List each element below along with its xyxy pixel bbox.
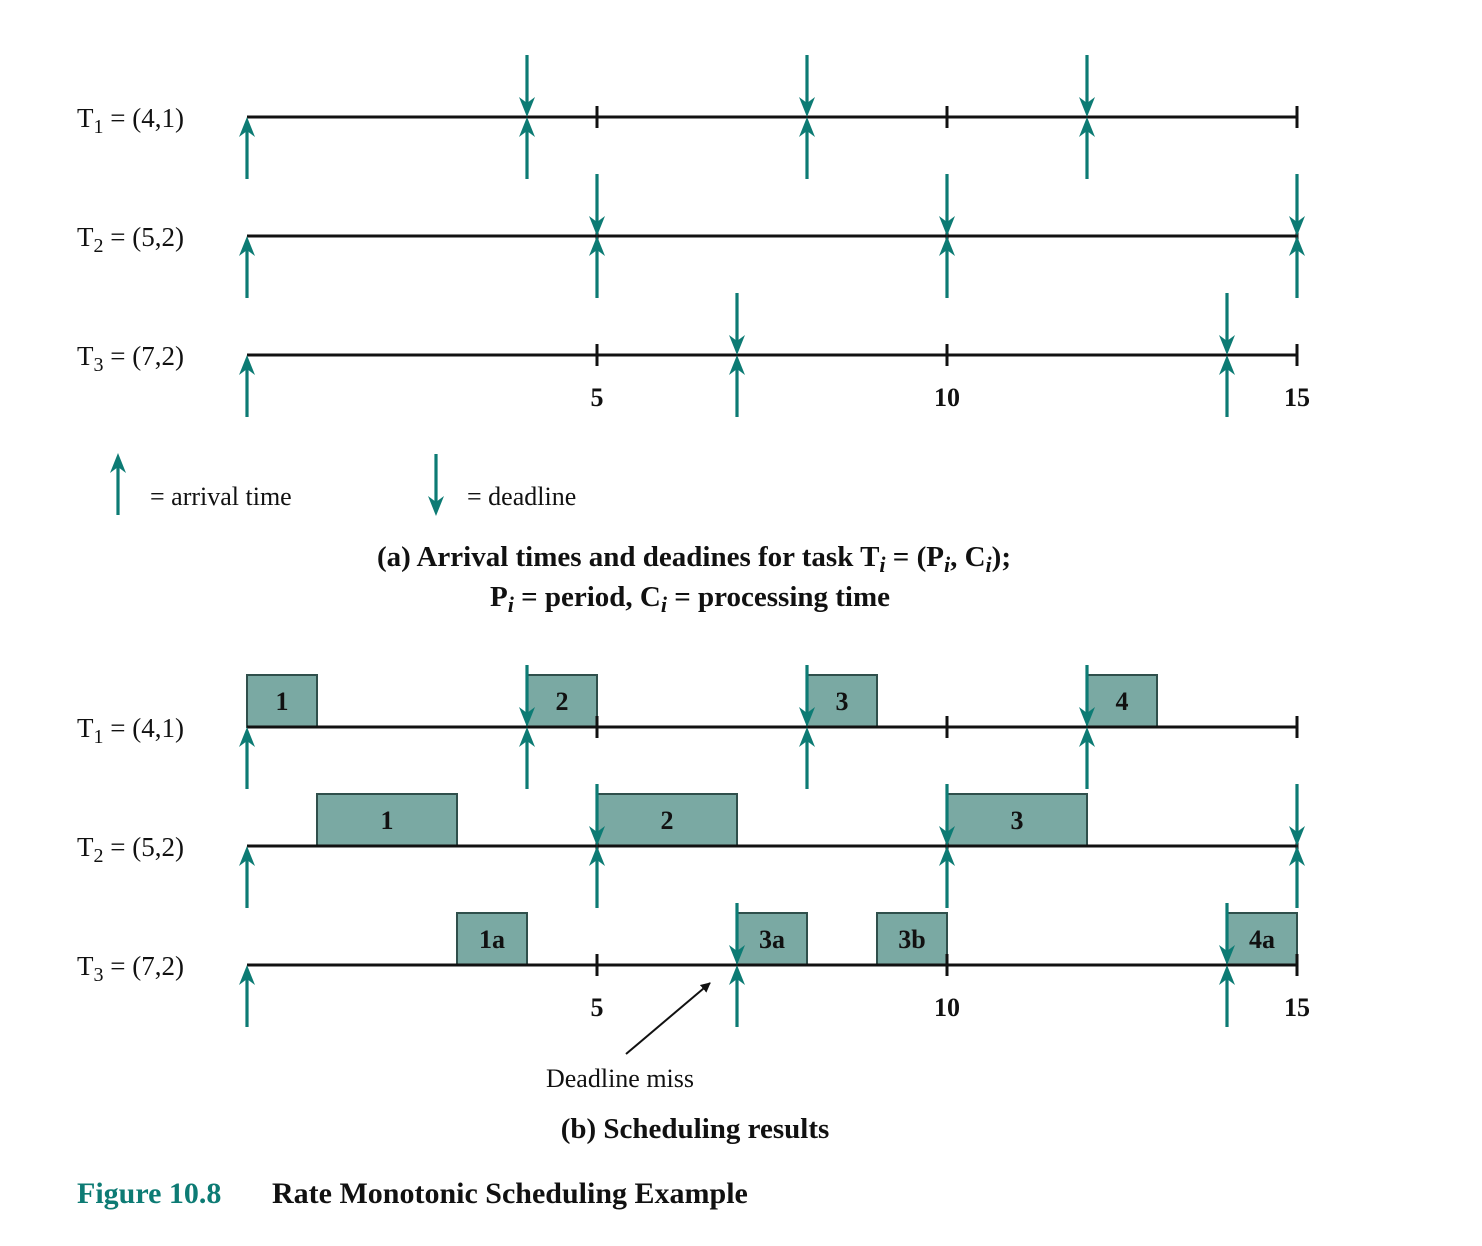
schedule-block: 2 — [596, 793, 738, 847]
arrival-arrow-icon — [110, 453, 126, 515]
schedule-block: 1a — [456, 912, 528, 966]
figure-caption: Figure 10.8 Rate Monotonic Scheduling Ex… — [77, 1177, 748, 1210]
arrival-arrow-icon — [799, 117, 815, 179]
timeline-t3 — [247, 344, 1299, 366]
schedule-block-label: 1 — [381, 806, 394, 835]
schedule-block: 4a — [1226, 912, 1298, 966]
figure-number: Figure 10.8 — [77, 1177, 221, 1210]
task-label-t2: T2 = (5,2) — [77, 832, 184, 867]
schedule-block-label: 4a — [1249, 925, 1275, 954]
schedule-block-label: 1a — [479, 925, 505, 954]
arrival-arrow-icon — [1079, 727, 1095, 789]
legend-deadline-label: = deadline — [467, 482, 576, 511]
deadline-arrow-icon — [939, 784, 955, 846]
deadline-arrow-icon — [428, 454, 444, 516]
deadline-arrow-icon — [1289, 174, 1305, 236]
caption-a: (a) Arrival times and deadines for task … — [377, 541, 1011, 617]
deadline-arrow-icon — [939, 174, 955, 236]
timeline-t2 — [247, 225, 1299, 247]
arrival-arrow-icon — [1219, 965, 1235, 1027]
timeline-t1 — [247, 716, 1299, 738]
tick-label: 15 — [1284, 993, 1310, 1022]
panel-b-scheduling-results: 1 2 3 4 1 2 3 1a 3a 3b 4a T1 = (4,1) T2 = (5,2) T3 =… — [77, 665, 1310, 1027]
deadline-arrow-icon — [519, 55, 535, 117]
arrival-arrow-icon — [239, 236, 255, 298]
deadline-arrow-icon — [1079, 55, 1095, 117]
arrival-arrow-icon — [939, 846, 955, 908]
task-label-t3: T3 = (7,2) — [77, 951, 184, 986]
caption-a-line2: Pi = period, Ci = processing time — [490, 581, 890, 617]
arrival-arrow-icon — [1219, 355, 1235, 417]
arrival-arrow-icon — [939, 236, 955, 298]
deadline-miss-annotation: Deadline miss — [546, 982, 711, 1093]
tick-label: 5 — [591, 383, 604, 412]
deadline-arrow-icon — [1219, 903, 1235, 965]
legend-arrival-label: = arrival time — [150, 482, 292, 511]
arrival-arrow-icon — [239, 117, 255, 179]
deadline-arrow-icon — [1219, 293, 1235, 355]
arrival-arrow-icon — [519, 727, 535, 789]
legend: = arrival time = deadline — [110, 453, 576, 516]
schedule-block-label: 2 — [661, 806, 674, 835]
arrival-arrow-icon — [519, 117, 535, 179]
deadline-arrow-icon — [729, 903, 745, 965]
tick-label: 5 — [591, 993, 604, 1022]
schedule-block: 3 — [946, 793, 1088, 847]
task-label-t3: T3 = (7,2) — [77, 341, 184, 376]
arrival-arrow-icon — [1079, 117, 1095, 179]
arrival-arrow-icon — [1289, 236, 1305, 298]
arrival-arrow-icon — [799, 727, 815, 789]
panel-a-arrival-deadline-timeline: T1 = (4,1) T2 = (5,2) T3 = (7,2) 5 10 15 — [77, 55, 1310, 417]
deadline-arrow-icon — [589, 174, 605, 236]
arrival-arrow-icon — [589, 846, 605, 908]
deadline-arrow-icon — [589, 784, 605, 846]
schedule-block-label: 1 — [276, 687, 289, 716]
deadline-arrow-icon — [1079, 665, 1095, 727]
schedule-block-label: 2 — [556, 687, 569, 716]
deadline-miss-label: Deadline miss — [546, 1064, 694, 1093]
schedule-block: 3b — [876, 912, 948, 966]
tick-label: 15 — [1284, 383, 1310, 412]
schedule-block-label: 3 — [1011, 806, 1024, 835]
arrival-arrow-icon — [729, 965, 745, 1027]
caption-b: (b) Scheduling results — [561, 1113, 830, 1145]
caption-a-line1: (a) Arrival times and deadines for task … — [377, 541, 1011, 577]
tick-label: 10 — [934, 383, 960, 412]
deadline-miss-pointer — [625, 982, 711, 1055]
schedule-block: 4 — [1086, 674, 1158, 728]
timeline-t1 — [247, 106, 1299, 128]
deadline-arrow-icon — [799, 55, 815, 117]
deadline-arrow-icon — [519, 665, 535, 727]
task-label-t1: T1 = (4,1) — [77, 103, 184, 138]
schedule-block-label: 3b — [898, 925, 925, 954]
schedule-block-label: 3a — [759, 925, 785, 954]
schedule-block: 3a — [736, 912, 808, 966]
schedule-block: 3 — [806, 674, 878, 728]
arrival-arrow-icon — [239, 355, 255, 417]
arrival-arrow-icon — [589, 236, 605, 298]
task-label-t2: T2 = (5,2) — [77, 222, 184, 257]
task-label-t1: T1 = (4,1) — [77, 713, 184, 748]
deadline-arrow-icon — [1289, 784, 1305, 846]
arrival-arrow-icon — [239, 727, 255, 789]
schedule-block: 1 — [316, 793, 458, 847]
arrival-arrow-icon — [239, 846, 255, 908]
schedule-block: 1 — [246, 674, 318, 728]
timeline-t3 — [247, 954, 1299, 976]
schedule-block: 2 — [526, 674, 598, 728]
arrival-arrow-icon — [239, 965, 255, 1027]
schedule-block-label: 3 — [836, 687, 849, 716]
deadline-arrow-icon — [729, 293, 745, 355]
deadline-arrow-icon — [799, 665, 815, 727]
schedule-block-label: 4 — [1116, 687, 1129, 716]
tick-label: 10 — [934, 993, 960, 1022]
arrival-arrow-icon — [1289, 846, 1305, 908]
arrival-arrow-icon — [729, 355, 745, 417]
figure-title: Rate Monotonic Scheduling Example — [272, 1177, 748, 1210]
